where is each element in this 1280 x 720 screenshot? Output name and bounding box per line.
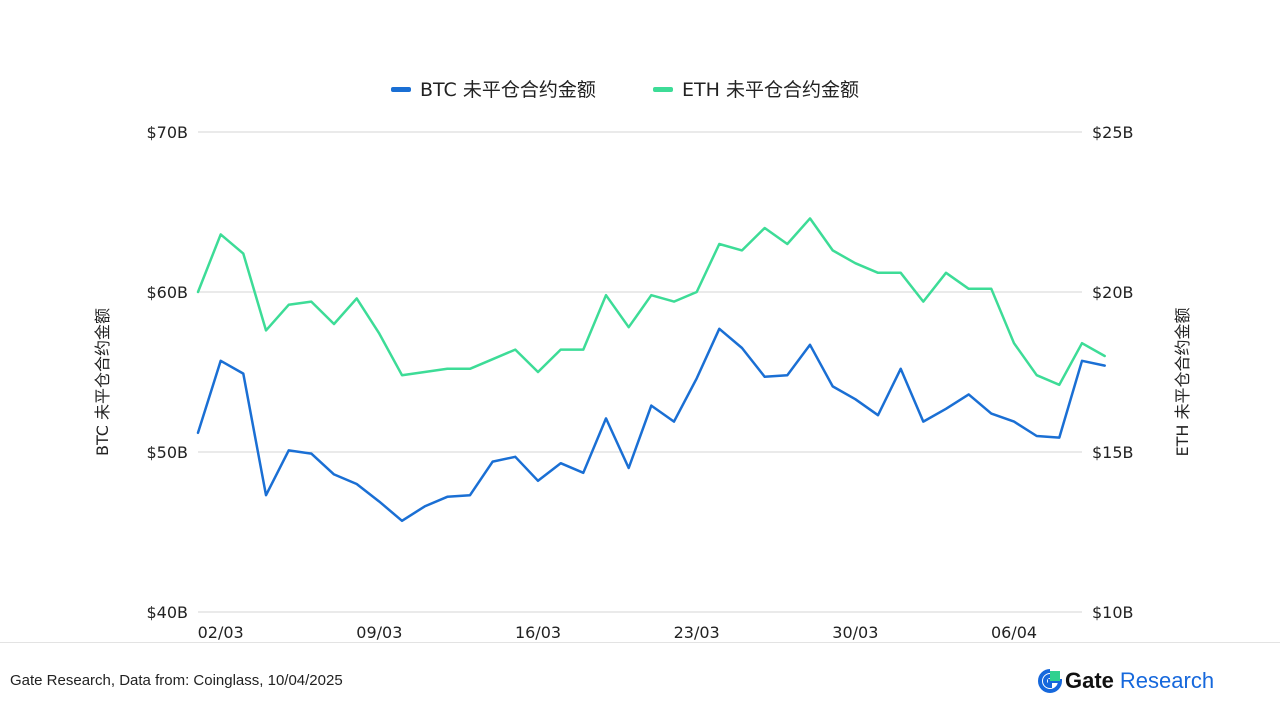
legend: BTC 未平仓合约金额 ETH 未平仓合约金额: [391, 79, 859, 101]
brand-logo: Gate Research: [1038, 666, 1214, 696]
x-axis: 02/03 09/03 16/03 23/03 30/03 06/04: [198, 623, 1037, 642]
x-tick-label: 02/03: [198, 623, 244, 642]
right-axis-title: ETH 未平仓合约金额: [1173, 307, 1192, 456]
right-tick-label: $15B: [1092, 443, 1134, 462]
legend-label-eth: ETH 未平仓合约金额: [682, 79, 859, 101]
legend-swatch-eth: [653, 87, 673, 92]
left-y-axis: $40B $50B $60B $70B: [146, 123, 188, 622]
left-tick-label: $50B: [146, 443, 188, 462]
right-tick-label: $20B: [1092, 283, 1134, 302]
series: [196, 217, 1106, 523]
footer-divider: [0, 642, 1280, 643]
right-tick-label: $10B: [1092, 603, 1134, 622]
gridlines: [198, 131, 1082, 613]
left-tick-label: $70B: [146, 123, 188, 142]
x-tick-label: 06/04: [991, 623, 1037, 642]
x-tick-label: 23/03: [674, 623, 720, 642]
left-tick-label: $60B: [146, 283, 188, 302]
x-tick-label: 30/03: [832, 623, 878, 642]
logo-gate-text: Gate: [1065, 668, 1114, 693]
x-tick-label: 16/03: [515, 623, 561, 642]
eth-series-line: [196, 217, 1106, 387]
logo-research-text: Research: [1119, 668, 1215, 693]
line-chart: $40B$50B$60B$70B $10B$15B$20B$25B 02/03 0…: [93, 79, 1192, 642]
legend-label-btc: BTC 未平仓合约金额: [420, 79, 596, 101]
left-axis-title: BTC 未平仓合约金额: [93, 308, 112, 456]
right-y-axis: $10B $15B $20B $25B: [1092, 123, 1134, 622]
left-tick-label: $40B: [146, 603, 188, 622]
x-tick-label: 09/03: [356, 623, 402, 642]
btc-series-line: [196, 327, 1106, 523]
gate-logo-icon: [1038, 669, 1062, 693]
right-tick-label: $25B: [1092, 123, 1134, 142]
source-note: Gate Research, Data from: Coinglass, 10/…: [10, 672, 343, 689]
legend-swatch-btc: [391, 87, 411, 92]
